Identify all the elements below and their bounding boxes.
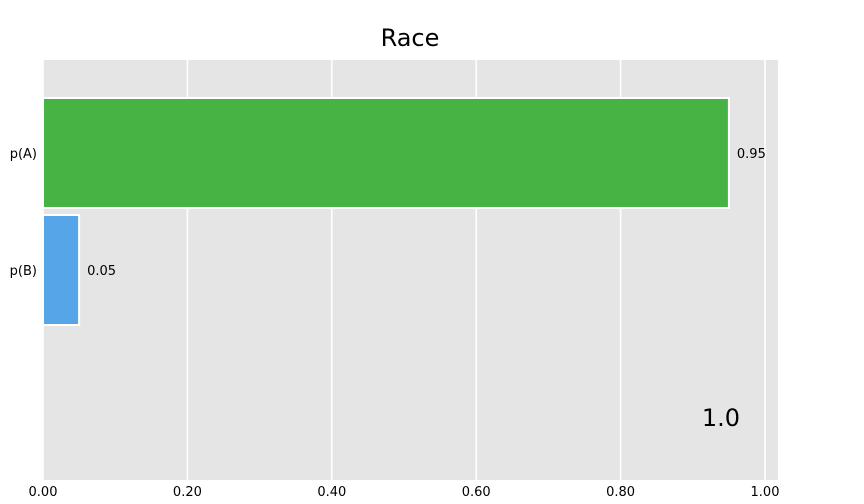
value-label: 0.95 (737, 147, 766, 162)
x-tick-label: 0.80 (606, 485, 635, 500)
x-tick-label: 0.60 (462, 485, 491, 500)
bar (42, 97, 730, 209)
value-labels: 0.95 0.05 (87, 147, 766, 279)
frame-annotation: 1.0 (702, 404, 740, 432)
x-tick-label: 1.00 (751, 485, 780, 500)
x-tick-label: 0.20 (173, 485, 202, 500)
x-tick-label: 0.40 (317, 485, 346, 500)
x-tick-label: 0.00 (29, 485, 58, 500)
category-label: p(A) (10, 147, 37, 162)
x-axis-ticks: 0.00 0.20 0.40 0.60 0.80 1.00 (29, 485, 780, 500)
category-label: p(B) (10, 264, 37, 279)
value-label: 0.05 (87, 264, 116, 279)
bars (42, 97, 730, 326)
category-labels: p(A) p(B) (10, 147, 37, 279)
chart-title: Race (380, 24, 440, 52)
bar (42, 214, 81, 326)
